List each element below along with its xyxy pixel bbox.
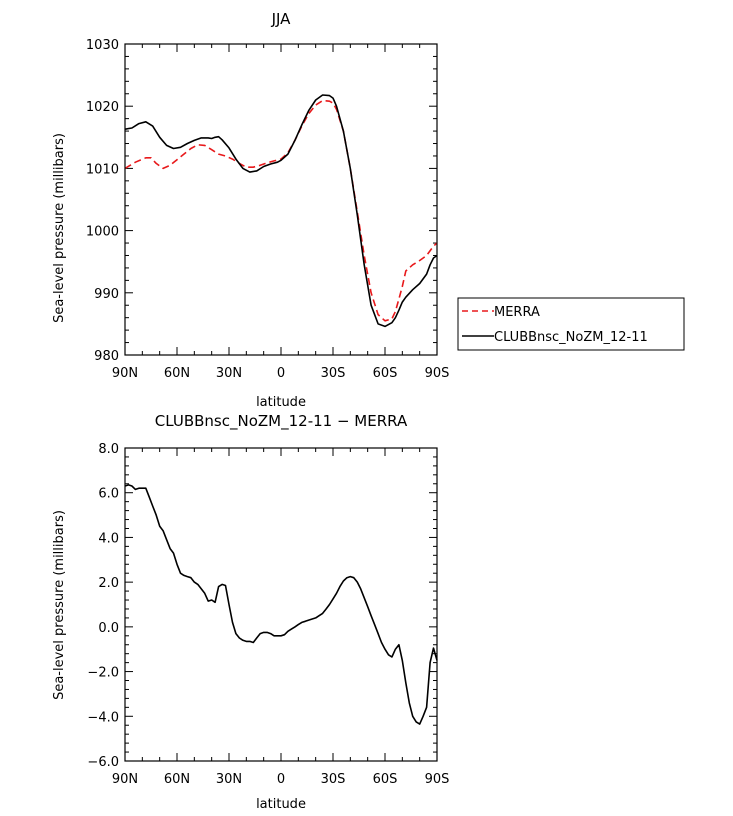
top-chart-title: JJA [271, 10, 292, 28]
y-tick-label: 990 [94, 287, 119, 302]
legend-box [457, 297, 685, 351]
y-tick-label: 1000 [86, 225, 119, 240]
x-tick-label: 0 [277, 366, 285, 381]
bottom-chart-title: CLUBBnsc_NoZM_12-11 − MERRA [155, 412, 408, 431]
x-tick-label: 90S [425, 366, 450, 381]
y-tick-label: 2.0 [98, 576, 119, 591]
x-tick-label: 90S [425, 772, 450, 787]
y-tick-label: −4.0 [87, 710, 119, 725]
top-chart-panel: JJA Sea-level pressure (millibars) latit… [52, 10, 685, 410]
x-tick-label: 90N [112, 772, 138, 787]
y-tick-label: 0.0 [98, 621, 119, 636]
x-tick-label: 90N [112, 366, 138, 381]
x-tick-label: 60S [373, 772, 398, 787]
top-plot-frame [124, 43, 438, 356]
x-tick-label: 60N [164, 366, 190, 381]
bottom-chart-panel: CLUBBnsc_NoZM_12-11 − MERRA Sea-level pr… [52, 412, 449, 812]
top-series-clubbnsc-nozm-12-11-line [124, 94, 438, 328]
x-tick-label: 30S [321, 366, 346, 381]
top-series-merra-line [124, 99, 438, 322]
y-tick-label: −6.0 [87, 755, 119, 770]
bottom-series-difference-line [124, 484, 438, 725]
y-tick-label: 6.0 [98, 487, 119, 502]
y-tick-label: 980 [94, 349, 119, 364]
top-chart-xlabel: latitude [256, 395, 306, 410]
y-tick-label: −2.0 [87, 666, 119, 681]
legend: MERRA CLUBBnsc_NoZM_12-11 [457, 297, 685, 351]
bottom-plot-frame [124, 447, 438, 762]
y-tick-label: 1030 [86, 38, 119, 53]
y-tick-label: 8.0 [98, 442, 119, 457]
x-tick-label: 60S [373, 366, 398, 381]
x-tick-label: 30N [216, 772, 242, 787]
y-tick-label: 4.0 [98, 531, 119, 546]
x-tick-label: 60N [164, 772, 190, 787]
x-tick-label: 0 [277, 772, 285, 787]
top-chart-ylabel: Sea-level pressure (millibars) [52, 133, 67, 323]
legend-merra-label: MERRA [494, 305, 540, 320]
y-tick-label: 1010 [86, 162, 119, 177]
x-tick-label: 30N [216, 366, 242, 381]
legend-clubb-label: CLUBBnsc_NoZM_12-11 [494, 330, 648, 345]
bottom-chart-ylabel: Sea-level pressure (millibars) [52, 510, 67, 700]
x-tick-label: 30S [321, 772, 346, 787]
bottom-chart-xlabel: latitude [256, 797, 306, 812]
y-tick-label: 1020 [86, 100, 119, 115]
